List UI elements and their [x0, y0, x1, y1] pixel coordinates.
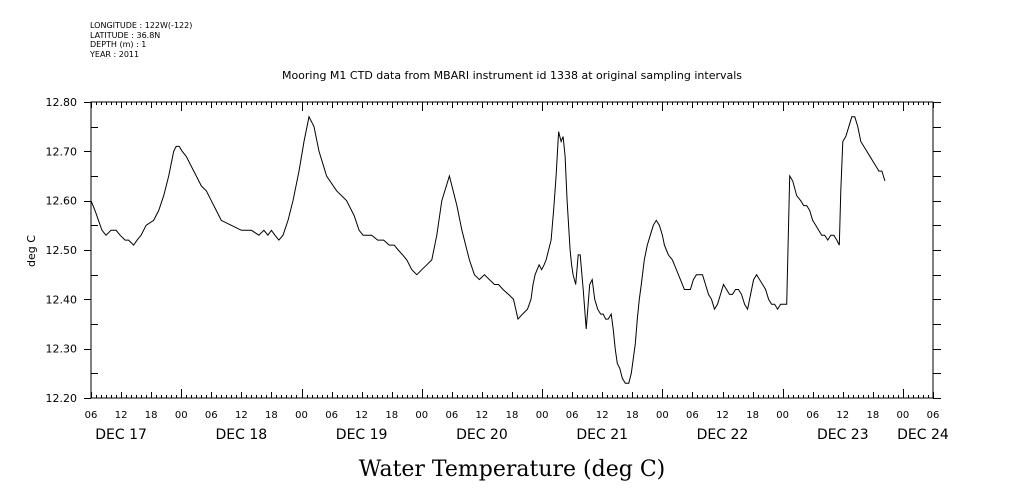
x-hour-label: 06: [85, 410, 98, 421]
x-hour-label: 18: [265, 410, 278, 421]
x-hour-label: 18: [866, 410, 879, 421]
depth-label: DEPTH (m) : 1: [90, 40, 147, 49]
y-tick-label: 12.70: [46, 145, 78, 158]
x-day-label: DEC 19: [336, 427, 388, 443]
y-tick-label: 12.60: [46, 195, 78, 208]
y-tick-label: 12.40: [46, 293, 78, 306]
longitude-label: LONGITUDE : 122W(-122): [90, 21, 193, 30]
x-hour-label: 06: [445, 410, 458, 421]
x-hour-label: 12: [596, 410, 609, 421]
x-day-label: DEC 20: [456, 427, 508, 443]
x-hour-label: 12: [836, 410, 849, 421]
y-tick-label: 12.80: [46, 96, 78, 109]
x-hour-label: 06: [566, 410, 579, 421]
x-hour-label: 18: [626, 410, 639, 421]
plot-frame: [90, 101, 934, 399]
y-tick-label: 12.50: [46, 244, 78, 257]
y-tick-label: 12.20: [46, 392, 78, 405]
x-day-label: DEC 23: [817, 427, 869, 443]
y-tick-label: 12.30: [46, 343, 78, 356]
x-hour-label: 18: [385, 410, 398, 421]
x-day-label: DEC 22: [697, 427, 749, 443]
x-hour-label: 00: [295, 410, 308, 421]
x-day-label: DEC 24: [897, 427, 949, 443]
y-axis-label: deg C: [25, 235, 38, 267]
x-hour-label: 18: [145, 410, 158, 421]
x-day-label: DEC 18: [216, 427, 268, 443]
chart-title: Mooring M1 CTD data from MBARI instrumen…: [282, 69, 742, 82]
x-hour-label: 12: [235, 410, 248, 421]
x-hour-label: 06: [927, 410, 940, 421]
x-hour-label: 12: [476, 410, 489, 421]
x-hour-label: 06: [325, 410, 338, 421]
x-hour-label: 18: [746, 410, 759, 421]
x-hour-label: 12: [355, 410, 368, 421]
x-hour-label: 00: [415, 410, 428, 421]
x-hour-label: 12: [115, 410, 128, 421]
x-hour-label: 06: [686, 410, 699, 421]
x-hour-label: 00: [536, 410, 549, 421]
x-hour-label: 00: [656, 410, 669, 421]
x-hour-label: 00: [776, 410, 789, 421]
temperature-series-line: [90, 115, 886, 384]
x-hour-label: 06: [806, 410, 819, 421]
x-day-label: DEC 21: [576, 427, 628, 443]
x-hour-label: 00: [897, 410, 910, 421]
x-hour-labels: 06 12 18 00 06 12 18 00 06 12 18 00 06 12 18 00 06 12 18 00…: [85, 410, 940, 421]
x-hour-label: 06: [205, 410, 218, 421]
x-day-label: DEC 17: [95, 427, 147, 443]
x-axis-title: Water Temperature (deg C): [359, 457, 666, 482]
x-hour-label: 18: [506, 410, 519, 421]
metadata-block: LONGITUDE : 122W(-122) LATITUDE : 36.8N …: [90, 21, 192, 59]
axis-ticks: [84, 102, 941, 399]
year-label: YEAR : 2011: [90, 49, 140, 59]
x-hour-label: 12: [716, 410, 729, 421]
x-day-labels: DEC 17 DEC 18 DEC 19 DEC 20 DEC 21 DEC 22 DEC …: [95, 427, 949, 443]
x-hour-label: 00: [175, 410, 188, 421]
y-tick-labels: 12.20 12.30 12.40 12.50 12.60 12.70 12.80: [46, 96, 78, 405]
latitude-label: LATITUDE : 36.8N: [90, 30, 161, 40]
